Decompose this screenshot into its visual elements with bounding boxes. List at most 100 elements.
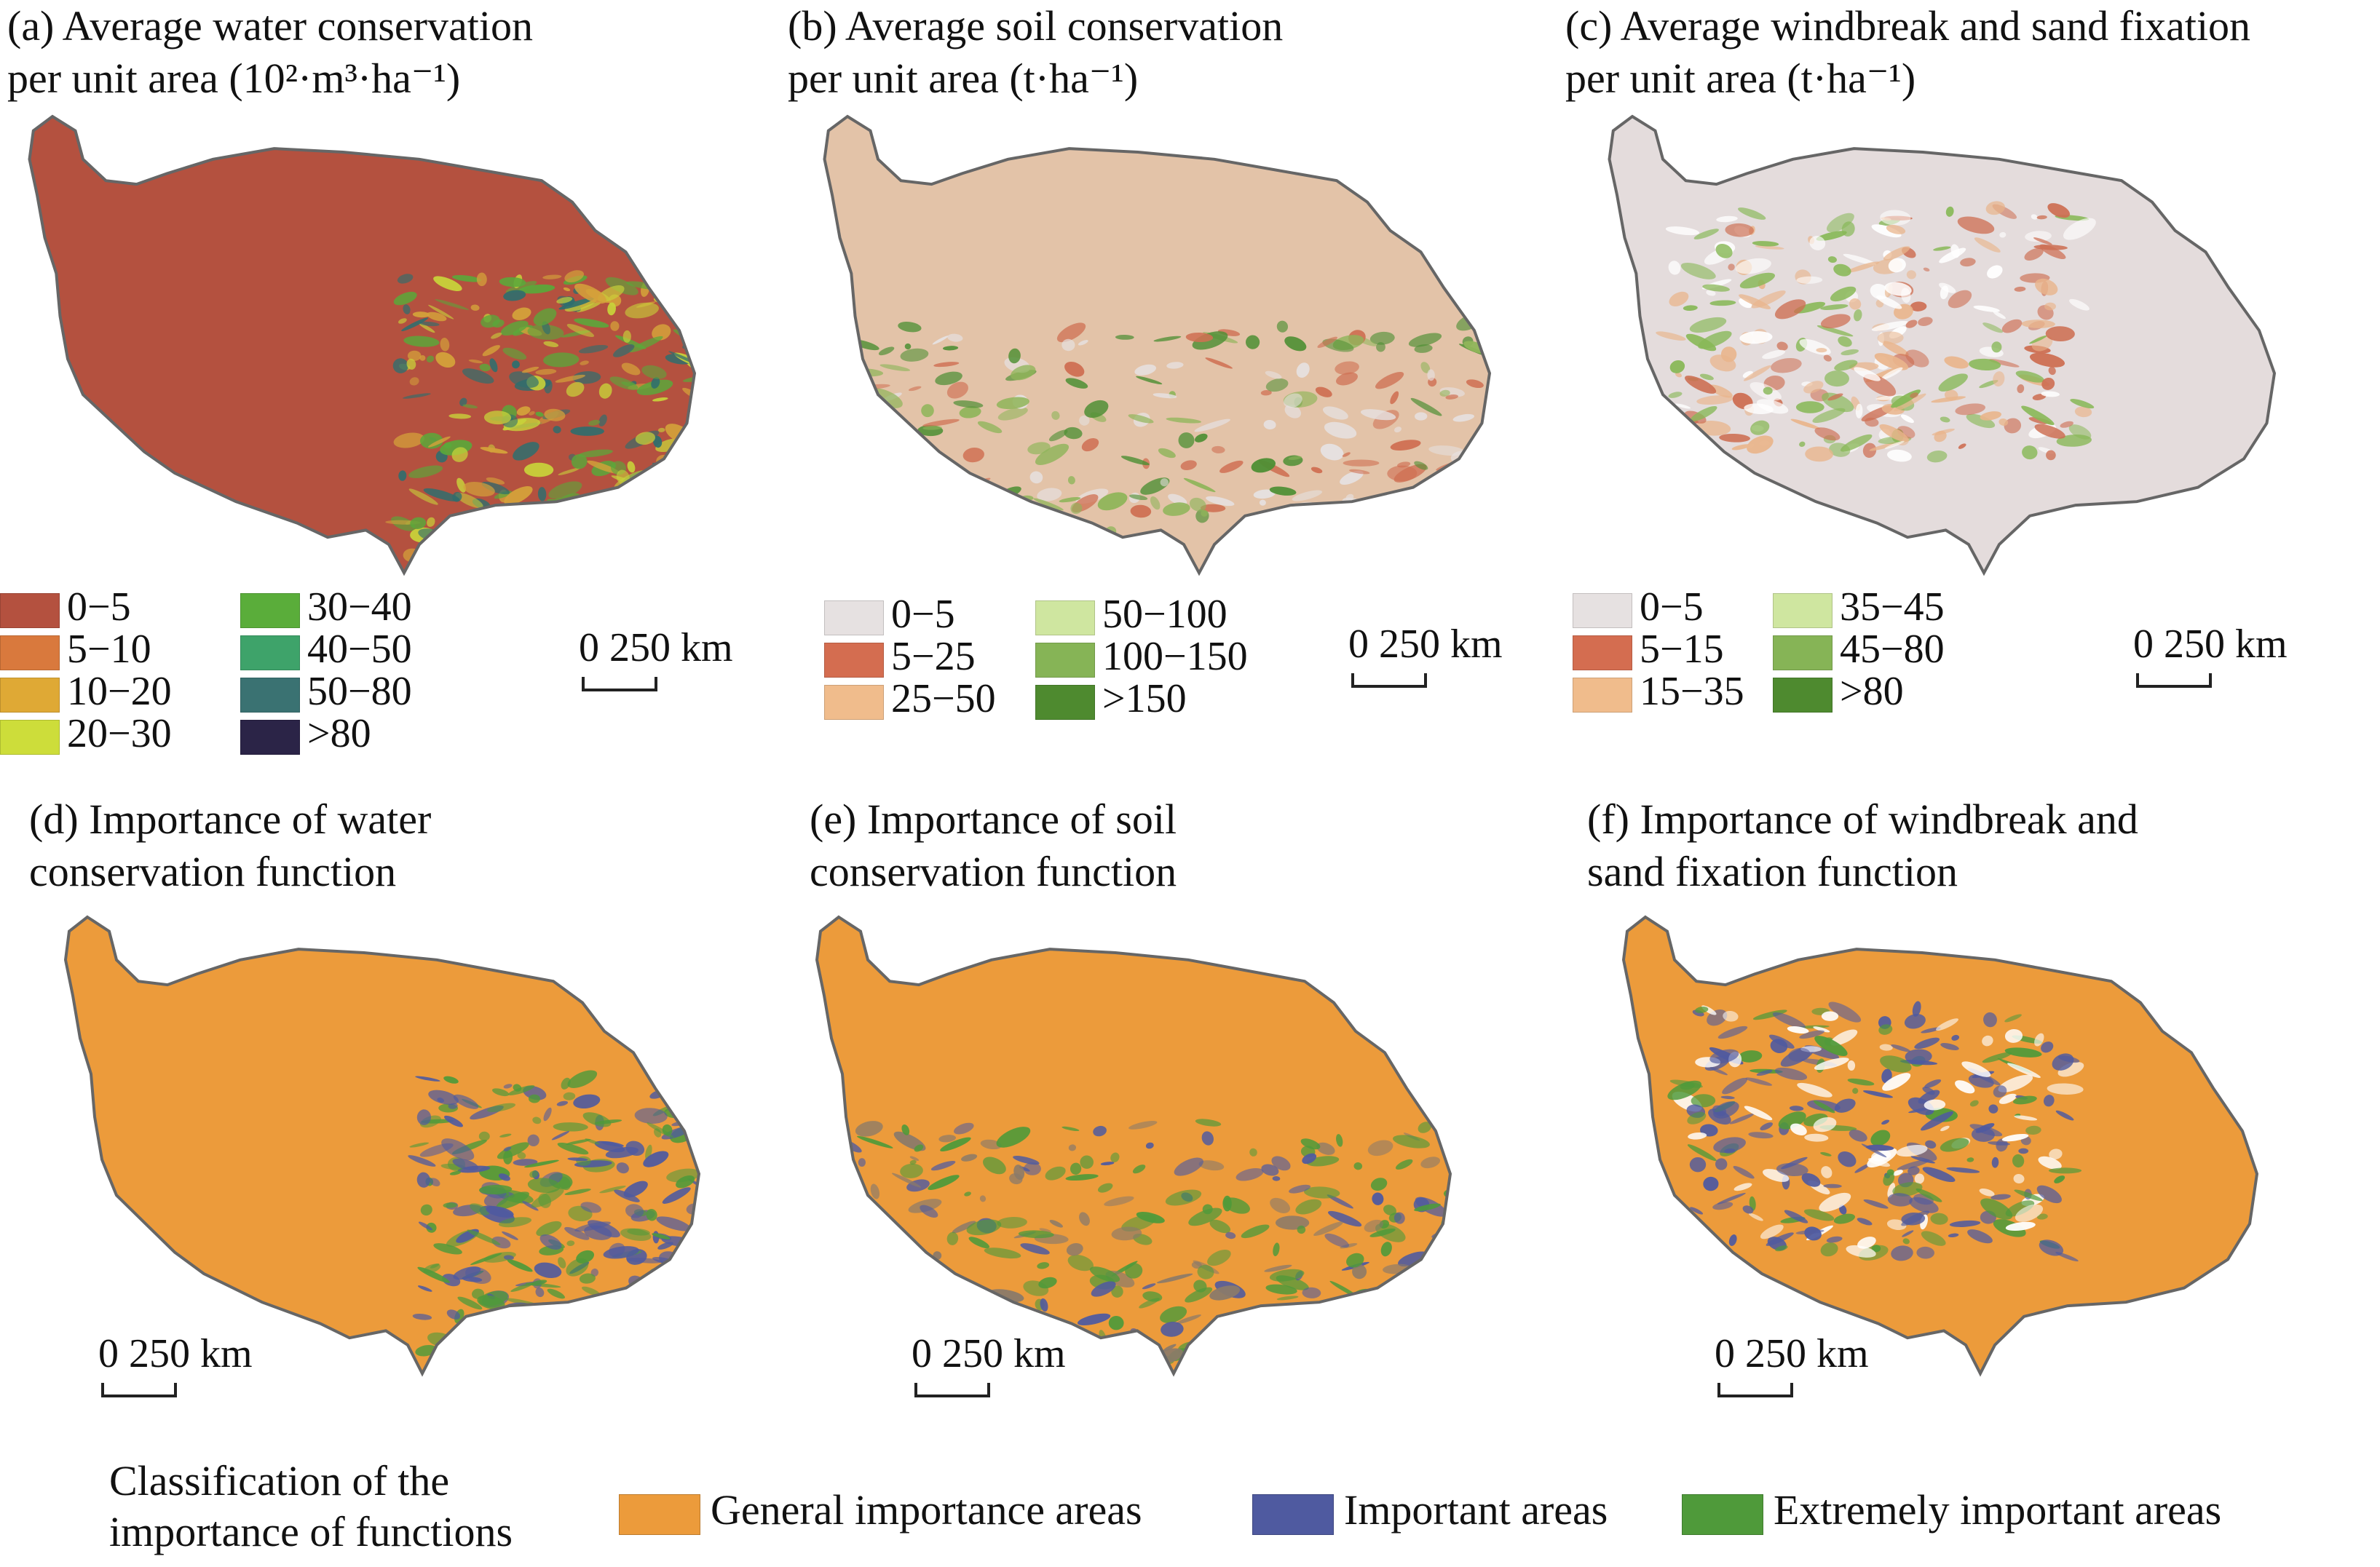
texture-patch — [1113, 557, 1131, 570]
texture-patch — [692, 560, 695, 570]
texture-patch — [1265, 1284, 1297, 1295]
texture-patch — [1961, 1061, 1991, 1077]
texture-patch — [517, 1151, 526, 1159]
texture-patch — [1669, 291, 1689, 306]
texture-patch — [1276, 320, 1289, 333]
texture-patch — [1265, 370, 1282, 379]
texture-patch — [1037, 488, 1062, 501]
texture-patch — [419, 321, 440, 327]
legend-item: 50−80 — [240, 670, 412, 713]
texture-patch — [424, 550, 445, 559]
texture-patch — [1070, 1162, 1082, 1175]
texture-patch — [1208, 1338, 1227, 1348]
texture-patch — [967, 491, 1003, 501]
texture-patch — [1370, 1178, 1388, 1191]
texture-patch — [1804, 1133, 1829, 1142]
texture-patch — [1838, 1151, 1857, 1167]
texture-patch — [1079, 415, 1090, 426]
texture-patch — [590, 1331, 598, 1339]
texture-patch — [529, 1341, 540, 1350]
texture-patch — [1271, 1156, 1291, 1171]
legend-item: 35−45 — [1773, 586, 1945, 629]
texture-patch — [1081, 438, 1099, 452]
texture-patch — [817, 1291, 842, 1307]
texture-patch — [1343, 459, 1380, 467]
texture-patch — [2069, 298, 2090, 311]
texture-patch — [869, 1344, 889, 1354]
texture-patch — [970, 1325, 986, 1330]
texture-patch — [609, 1242, 625, 1258]
texture-patch — [1670, 452, 1704, 456]
panel-a-title-line2: per unit area (10²·m³·ha⁻¹) — [7, 55, 461, 102]
texture-patch — [1070, 502, 1083, 515]
texture-patch — [1715, 1158, 1728, 1170]
texture-patch — [1270, 1197, 1291, 1213]
texture-patch — [1957, 216, 1995, 234]
texture-patch — [1427, 369, 1435, 381]
texture-patch — [1857, 1218, 1873, 1226]
texture-patch — [1294, 507, 1316, 520]
texture-patch — [481, 314, 500, 328]
texture-patch — [393, 291, 417, 306]
texture-patch — [535, 411, 544, 417]
texture-patch — [928, 1175, 960, 1190]
legend-swatch — [824, 600, 884, 636]
texture-patch — [547, 1288, 565, 1299]
texture-patch — [1313, 1221, 1343, 1237]
legend-item: 5−10 — [0, 628, 151, 671]
texture-patch — [882, 1254, 907, 1269]
texture-patch — [1874, 353, 1909, 370]
texture-patch — [657, 552, 692, 565]
texture-patch — [1993, 1085, 2007, 1098]
texture-patch — [456, 477, 466, 493]
texture-patch — [1445, 394, 1458, 400]
texture-patch — [1733, 1183, 1752, 1191]
texture-patch — [1748, 1132, 1774, 1139]
texture-patch — [1690, 1207, 1704, 1215]
texture-patch — [817, 1286, 824, 1296]
texture-patch — [1982, 322, 2004, 333]
texture-patch — [1068, 1144, 1077, 1151]
panel-d-scale-bar: 0 250 km — [98, 1332, 253, 1397]
texture-patch — [824, 381, 843, 389]
texture-patch — [566, 1139, 591, 1145]
texture-patch — [1924, 1099, 1946, 1111]
texture-patch — [462, 1276, 483, 1282]
texture-patch — [467, 1360, 487, 1374]
texture-patch — [915, 467, 943, 479]
texture-patch — [491, 1236, 511, 1249]
texture-patch — [582, 1286, 601, 1296]
texture-patch — [2041, 1042, 2054, 1053]
texture-patch — [1295, 1199, 1322, 1215]
texture-patch — [1111, 1226, 1142, 1241]
texture-patch — [2068, 424, 2092, 440]
texture-patch — [1849, 298, 1862, 310]
texture-patch — [2007, 1063, 2041, 1078]
texture-patch — [1130, 504, 1152, 518]
texture-patch — [535, 368, 557, 375]
texture-patch — [2014, 1189, 2043, 1202]
texture-patch — [1886, 449, 1912, 462]
texture-patch — [1437, 542, 1463, 552]
texture-patch — [446, 1309, 461, 1320]
texture-patch — [1183, 477, 1216, 493]
texture-patch — [426, 1222, 437, 1233]
scale-bar-line — [2136, 673, 2212, 688]
texture-patch — [1936, 1018, 1958, 1031]
texture-patch — [1983, 1012, 1997, 1028]
texture-patch — [629, 336, 663, 353]
texture-patch — [627, 550, 656, 558]
texture-patch — [877, 1255, 904, 1267]
texture-patch — [1176, 1314, 1201, 1325]
texture-patch — [470, 304, 480, 311]
texture-patch — [1945, 206, 1954, 217]
texture-patch — [1776, 341, 1788, 351]
texture-patch — [1847, 1060, 1856, 1071]
texture-patch — [1695, 1006, 1709, 1014]
texture-patch — [1259, 499, 1266, 506]
texture-patch — [598, 414, 607, 427]
texture-patch — [1235, 533, 1242, 540]
texture-patch — [497, 1142, 529, 1159]
texture-patch — [870, 1183, 880, 1199]
texture-patch — [1468, 479, 1490, 486]
